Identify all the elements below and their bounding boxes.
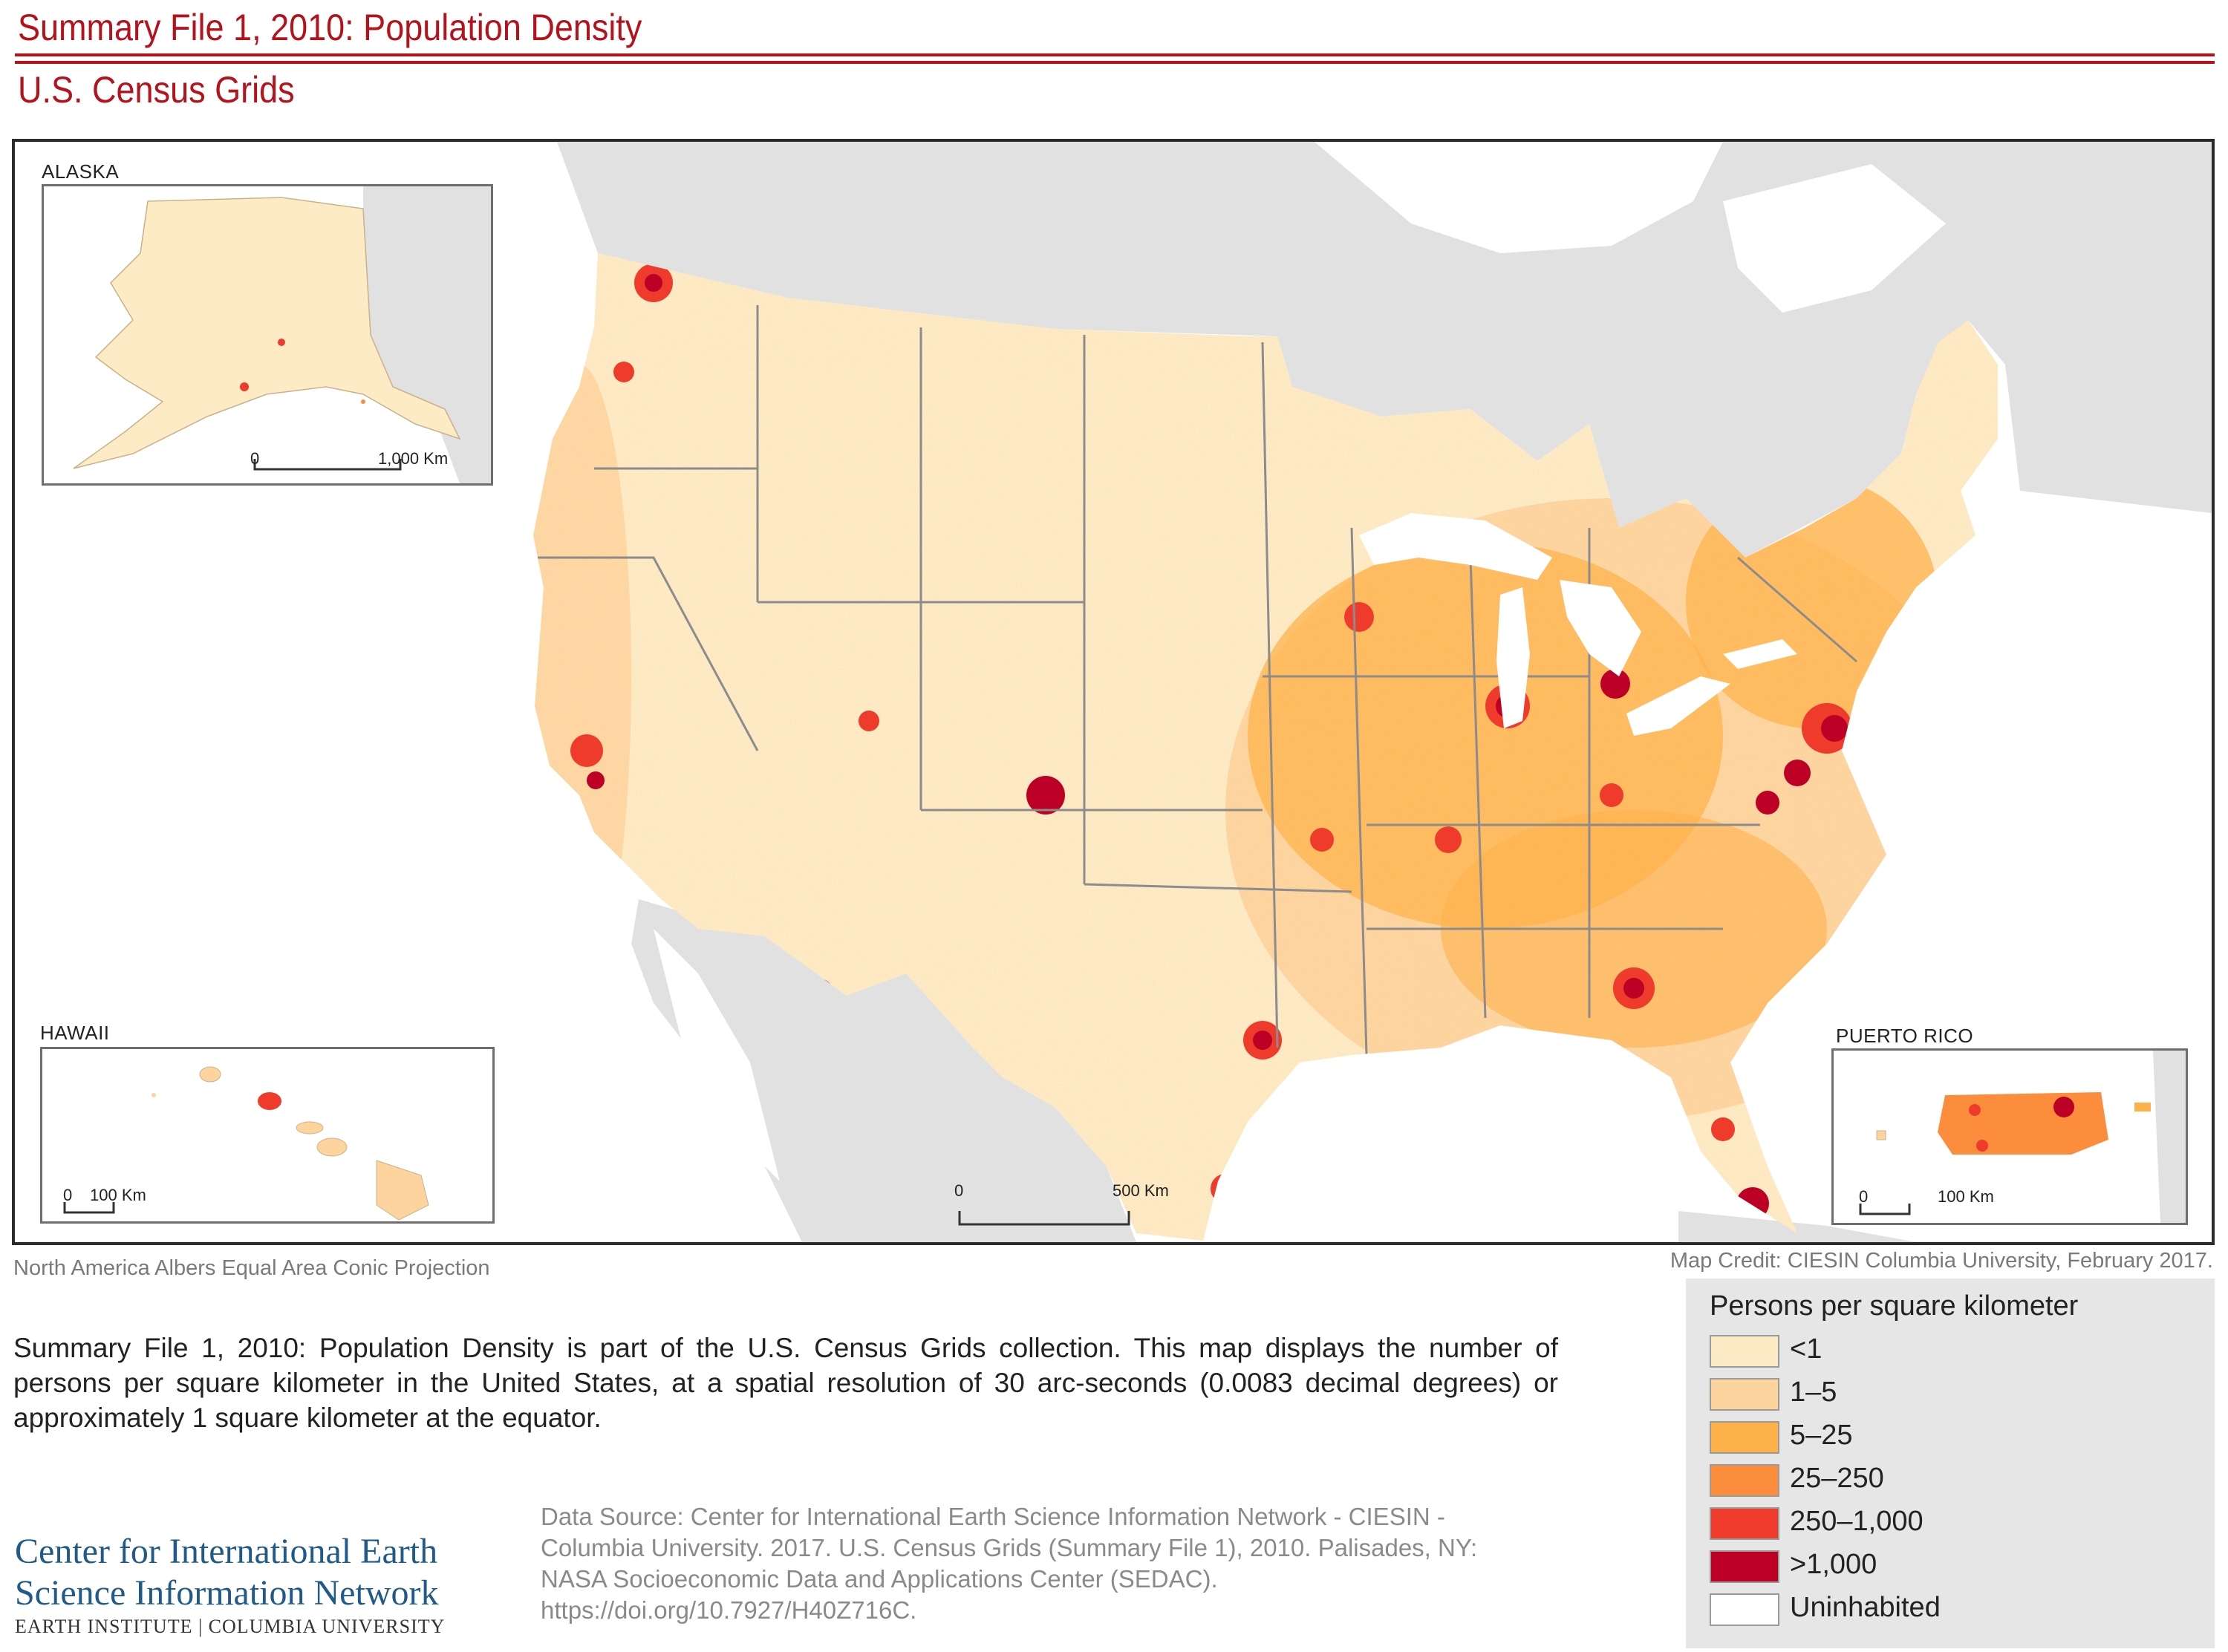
hawaii-scale-start: 0 (63, 1186, 73, 1204)
lake-michigan (1496, 587, 1530, 728)
puerto-rico-scale-bar (1859, 1204, 1911, 1215)
title-rule-top (15, 53, 2215, 56)
org-affiliation: EARTH INSTITUTE | COLUMBIA UNIVERSITY (15, 1616, 446, 1637)
legend-label: 250–1,000 (1790, 1506, 1924, 1537)
main-scale-start: 0 (954, 1181, 964, 1200)
hudson-bay (1315, 142, 1723, 253)
main-map[interactable]: 0 500 Km (12, 139, 2215, 1245)
legend-title: Persons per square kilometer (1710, 1290, 2079, 1322)
projection-note: North America Albers Equal Area Conic Pr… (13, 1256, 490, 1280)
main-scale-bar (958, 1211, 1130, 1226)
map-title: Summary File 1, 2010: Population Density (18, 7, 642, 48)
hawaii-label: HAWAII (40, 1022, 110, 1044)
gulf-of-california (654, 929, 780, 1181)
source-line-3: NASA Socioeconomic Data and Applications… (541, 1565, 1218, 1593)
legend-swatch (1710, 1335, 1779, 1368)
alaska-scale-bar (253, 459, 402, 471)
data-source: Data Source: Center for International Ea… (541, 1501, 1595, 1626)
legend-label: <1 (1790, 1333, 1823, 1365)
legend-label: Uninhabited (1790, 1592, 1941, 1623)
lake-ontario (1723, 639, 1797, 669)
alaska-inset[interactable]: 0 1,000 Km (42, 184, 493, 486)
alaska-label: ALASKA (42, 160, 120, 183)
map-credit: Map Credit: CIESIN Columbia University, … (1670, 1249, 2213, 1273)
arctic-islands (1723, 164, 1946, 313)
legend-label: >1,000 (1790, 1549, 1877, 1580)
lake-superior (1359, 513, 1552, 580)
legend-panel: Persons per square kilometer <1 1–5 5–25 25… (1686, 1279, 2215, 1648)
legend-label: 1–5 (1790, 1377, 1837, 1408)
hawaii-map (152, 1066, 429, 1221)
legend-label: 25–250 (1790, 1463, 1884, 1494)
puerto-rico-scale-end: 100 Km (1938, 1187, 1994, 1206)
mexico-landmass (631, 899, 1136, 1242)
hawaii-inset[interactable]: 0 100 Km (40, 1047, 495, 1224)
hawaii-scale-end: 100 Km (90, 1186, 146, 1204)
puerto-rico-scale-start: 0 (1859, 1187, 1869, 1206)
legend-swatch (1710, 1378, 1779, 1411)
state-borders (535, 305, 1857, 1056)
puerto-rico-inset[interactable]: 0 100 Km (1831, 1048, 2188, 1225)
source-line-1: Data Source: Center for International Ea… (541, 1503, 1445, 1530)
source-line-2: Columbia University. 2017. U.S. Census G… (541, 1534, 1478, 1561)
legend-swatch (1710, 1421, 1779, 1454)
source-line-4[interactable]: https://doi.org/10.7927/H40Z716C. (541, 1596, 917, 1624)
main-scale-end: 500 Km (1113, 1181, 1169, 1200)
alaska-scale-start: 0 (250, 449, 260, 468)
org-name-line-1: Center for International Earth (15, 1532, 438, 1571)
lake-erie (1626, 676, 1730, 736)
cuba (1678, 1211, 1916, 1242)
org-name-line-2: Science Information Network (15, 1573, 439, 1613)
legend-swatch (1710, 1593, 1779, 1626)
map-subtitle: U.S. Census Grids (18, 69, 295, 111)
puerto-rico-map (1876, 1051, 2186, 1223)
alaska-map (73, 186, 491, 483)
title-rule-bottom (15, 61, 2215, 64)
hawaii-scale-bar (63, 1202, 115, 1214)
alaska-scale-end: 1,000 Km (378, 449, 449, 468)
legend-label: 5–25 (1790, 1420, 1853, 1451)
lake-huron (1560, 580, 1641, 676)
map-description: Summary File 1, 2010: Population Density… (13, 1333, 1558, 1433)
puerto-rico-label: PUERTO RICO (1836, 1025, 1974, 1047)
main-map-canvas (533, 142, 2212, 1242)
legend-swatch (1710, 1550, 1779, 1583)
legend-swatch (1710, 1507, 1779, 1540)
legend-swatch (1710, 1464, 1779, 1497)
